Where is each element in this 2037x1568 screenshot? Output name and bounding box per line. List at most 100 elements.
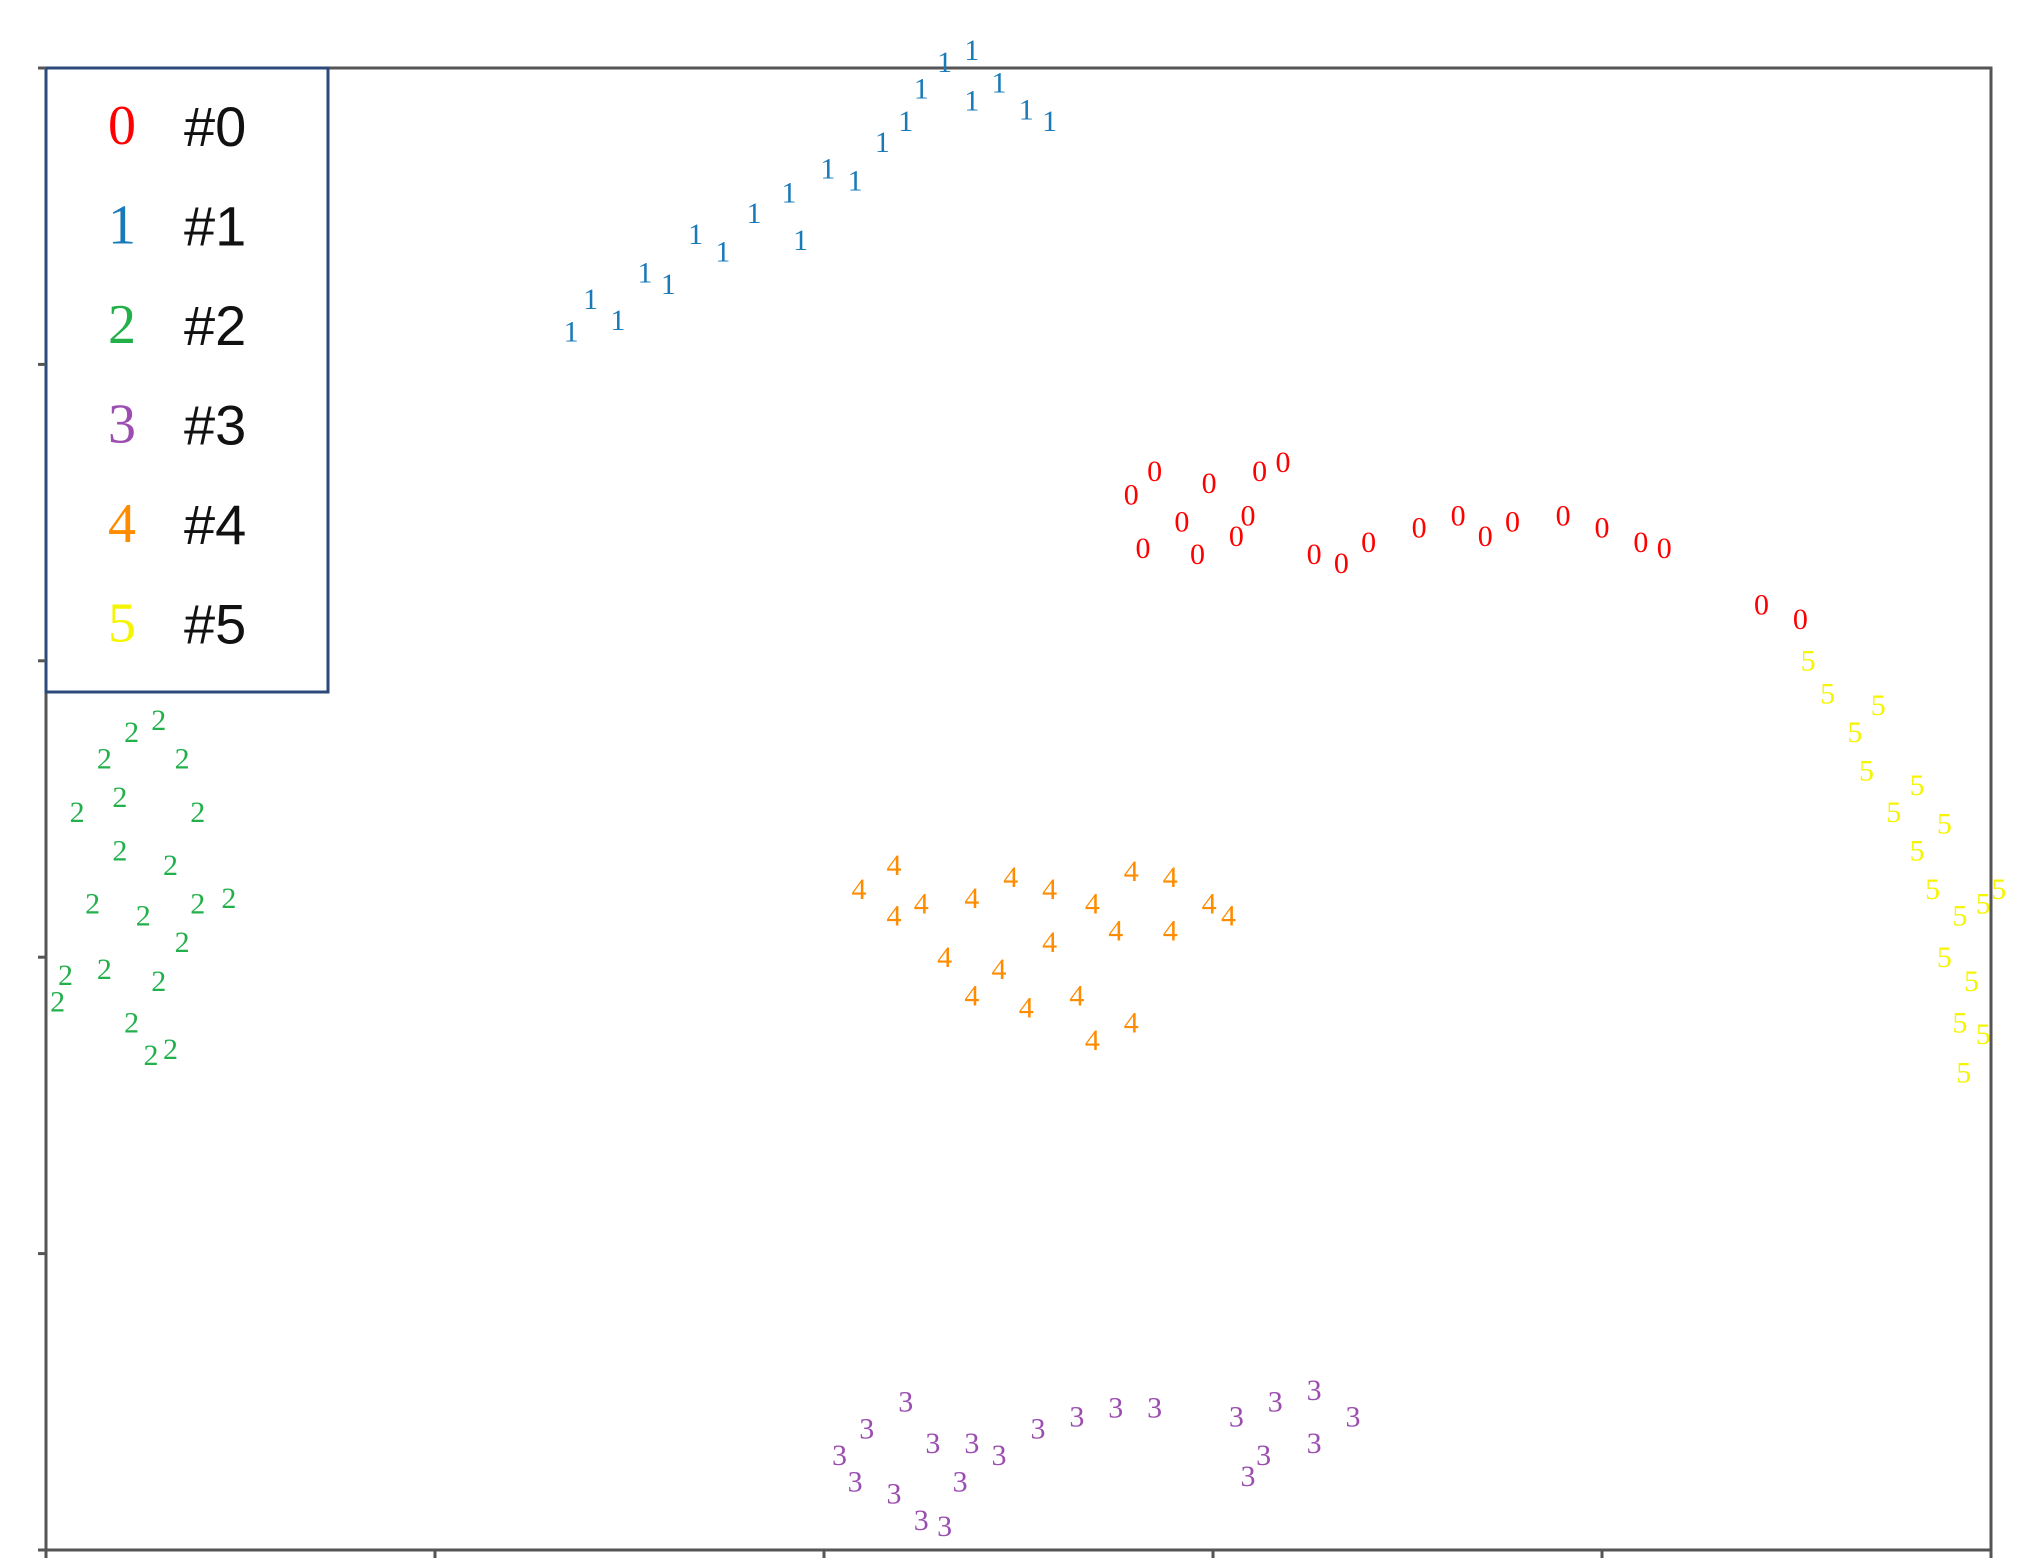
- point: 2: [163, 849, 178, 882]
- point: 3: [1256, 1439, 1271, 1472]
- legend-label: #0: [184, 95, 246, 158]
- point: 5: [1847, 716, 1862, 749]
- legend-label: #5: [184, 592, 246, 655]
- point: 0: [1147, 455, 1162, 488]
- point: 0: [1252, 455, 1267, 488]
- legend-marker: 4: [108, 493, 136, 555]
- point: 1: [638, 256, 653, 289]
- point: 4: [1085, 888, 1100, 921]
- point: 4: [964, 882, 979, 915]
- point: 5: [1801, 645, 1816, 678]
- point: 0: [1505, 505, 1520, 538]
- point: 5: [1820, 677, 1835, 710]
- point: 1: [1042, 105, 1057, 138]
- point: 2: [124, 1006, 139, 1039]
- point: 2: [221, 882, 236, 915]
- point: 2: [190, 888, 205, 921]
- point: 2: [190, 796, 205, 829]
- point: 5: [1859, 754, 1874, 787]
- point: 3: [937, 1510, 952, 1543]
- point: 4: [937, 941, 952, 974]
- point: 2: [175, 926, 190, 959]
- legend-marker: 0: [108, 95, 136, 157]
- point: 4: [887, 849, 902, 882]
- point: 2: [97, 953, 112, 986]
- point: 0: [1135, 532, 1150, 565]
- legend-label: #3: [184, 393, 246, 456]
- point: 1: [610, 304, 625, 337]
- point: 3: [848, 1466, 863, 1499]
- legend-label: #1: [184, 194, 246, 257]
- point: 0: [1190, 538, 1205, 571]
- point: 3: [1307, 1374, 1322, 1407]
- point: 3: [992, 1439, 1007, 1472]
- point: 0: [1595, 511, 1610, 544]
- point: 5: [1976, 888, 1991, 921]
- point: 5: [1886, 796, 1901, 829]
- point: 0: [1657, 532, 1672, 565]
- point: 3: [953, 1466, 968, 1499]
- point: 0: [1793, 603, 1808, 636]
- point: 1: [793, 224, 808, 257]
- point: 1: [746, 197, 761, 230]
- point: 2: [112, 781, 127, 814]
- point: 3: [887, 1478, 902, 1511]
- point: 4: [887, 900, 902, 933]
- point: 3: [898, 1386, 913, 1419]
- point: 2: [112, 834, 127, 867]
- point: 3: [914, 1504, 929, 1537]
- point: 3: [859, 1412, 874, 1445]
- point: 3: [1346, 1400, 1361, 1433]
- point: 0: [1229, 520, 1244, 553]
- point: 1: [898, 105, 913, 138]
- point: 5: [1952, 1006, 1967, 1039]
- point: 4: [1163, 914, 1178, 947]
- point: 4: [1221, 900, 1236, 933]
- point: 4: [1019, 991, 1034, 1024]
- point: 2: [163, 1033, 178, 1066]
- point: 5: [1976, 1018, 1991, 1051]
- point: 2: [144, 1039, 159, 1072]
- point: 5: [1952, 900, 1967, 933]
- point: 5: [1871, 689, 1886, 722]
- point: 5: [1937, 808, 1952, 841]
- point: 5: [1991, 873, 2006, 906]
- point: 3: [1229, 1400, 1244, 1433]
- point: 4: [1202, 888, 1217, 921]
- point: 3: [1069, 1400, 1084, 1433]
- point: 0: [1124, 479, 1139, 512]
- point: 3: [1268, 1386, 1283, 1419]
- point: 5: [1964, 965, 1979, 998]
- legend-label: #4: [184, 493, 246, 556]
- point: 1: [992, 67, 1007, 100]
- plot-frame: [44, 66, 1993, 1552]
- point: 1: [848, 164, 863, 197]
- point: 1: [937, 46, 952, 79]
- point: 2: [124, 716, 139, 749]
- point: 0: [1202, 467, 1217, 500]
- point: 1: [781, 176, 796, 209]
- point: 1: [1019, 93, 1034, 126]
- point: 1: [688, 218, 703, 251]
- point: 2: [97, 742, 112, 775]
- legend-box: [44, 66, 330, 694]
- point: 4: [1003, 861, 1018, 894]
- point: 2: [175, 742, 190, 775]
- point: 1: [820, 153, 835, 186]
- point: 4: [1042, 873, 1057, 906]
- point: 0: [1412, 511, 1427, 544]
- point: 5: [1925, 873, 1940, 906]
- point: 0: [1334, 547, 1349, 580]
- legend-marker: 3: [108, 393, 136, 455]
- point: 5: [1937, 941, 1952, 974]
- point: 1: [964, 34, 979, 67]
- point: 5: [1910, 834, 1925, 867]
- legend-marker: 2: [108, 294, 136, 356]
- point: 4: [914, 888, 929, 921]
- point: 5: [1956, 1057, 1971, 1090]
- point: 1: [661, 268, 676, 301]
- point: 3: [1147, 1392, 1162, 1425]
